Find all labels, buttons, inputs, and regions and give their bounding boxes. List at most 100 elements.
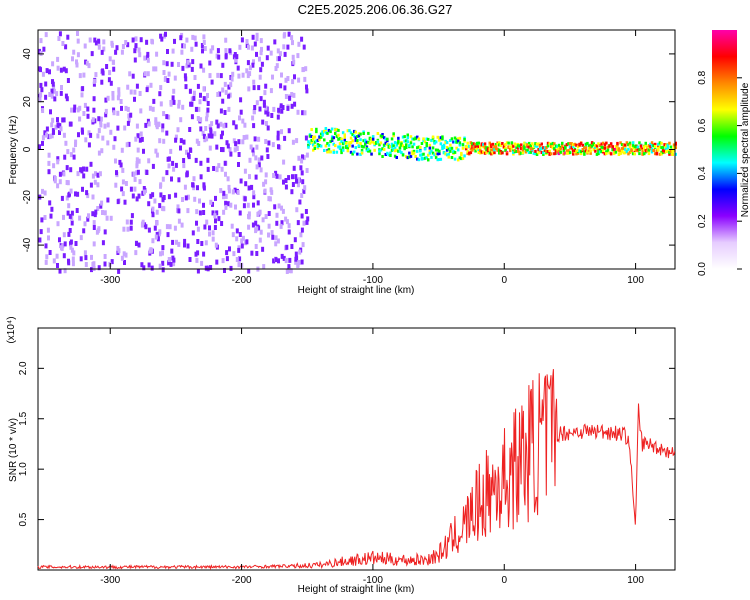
spectrogram-cell: [229, 151, 233, 157]
spectrogram-cell: [300, 36, 304, 42]
spectrogram-cell: [230, 76, 234, 82]
spectrogram-cell: [227, 84, 231, 90]
spectrogram-cell: [520, 151, 523, 155]
spectrogram-cell: [346, 149, 350, 153]
spectrogram-cell: [224, 200, 228, 206]
spectrogram-cell: [646, 145, 649, 149]
spectrogram-cell: [82, 228, 86, 234]
spectrogram-cell: [173, 38, 176, 44]
spectrogram-cell: [548, 152, 551, 156]
spectrogram-cell: [483, 151, 487, 155]
spectrogram-cell: [280, 72, 283, 78]
spectrogram-cell: [334, 132, 337, 135]
spectrogram-cell: [62, 232, 66, 238]
spectrogram-cell: [406, 140, 409, 144]
spectrogram-cell: [213, 131, 217, 137]
spectrogram-cell: [142, 148, 145, 154]
spectrogram-cell: [657, 148, 660, 152]
spectrogram-cell: [150, 265, 154, 271]
spectrogram-cell: [505, 141, 509, 145]
spectrogram-cell: [68, 228, 72, 233]
spectrogram-cell: [126, 120, 130, 126]
spectrogram-cell: [403, 135, 406, 139]
spectrogram-cell: [354, 136, 357, 140]
spectrogram-cell: [69, 244, 73, 250]
spectrogram-x-label: Height of straight line (km): [298, 285, 415, 296]
spectrogram-cell: [438, 138, 441, 142]
spectrogram-cell: [286, 76, 290, 81]
spectrogram-cell: [249, 144, 253, 150]
spectrogram-cell: [219, 108, 223, 114]
spectrogram-cell: [224, 204, 228, 210]
spectrogram-cell: [66, 180, 70, 186]
spectrogram-cell: [337, 128, 340, 132]
spectrogram-cell: [567, 149, 570, 153]
spectrogram-cell: [291, 139, 295, 145]
spectrogram-cell: [504, 143, 507, 146]
spectrogram-cell: [526, 143, 529, 147]
spectrogram-cell: [245, 239, 249, 245]
spectrogram-cell: [150, 247, 154, 253]
spectrogram-cell: [65, 96, 69, 102]
spectrogram-cell: [301, 179, 305, 185]
spectrogram-cell: [154, 66, 158, 72]
spectrogram-cell: [56, 56, 60, 62]
spectrogram-cell: [103, 210, 107, 216]
spectrogram-cell: [88, 37, 92, 43]
spectrogram-cell: [613, 148, 616, 151]
spectrogram-cell: [86, 216, 90, 222]
spectrogram-cell: [92, 107, 96, 113]
spectrogram-cell: [450, 156, 454, 159]
spectrogram-cell: [554, 151, 558, 155]
spectrogram-cell: [461, 156, 465, 160]
spectrogram-cell: [630, 148, 633, 152]
spectrogram-cell: [405, 146, 408, 149]
spectrogram-cell: [38, 66, 42, 72]
spectrogram-cell: [274, 257, 278, 263]
spectrogram-cell: [234, 204, 237, 210]
spectrogram-cell: [69, 239, 73, 245]
snr-y-ticks: 0.51.01.52.0: [18, 361, 675, 527]
spectrogram-cell: [447, 147, 450, 151]
spectrogram-cell: [611, 146, 614, 150]
spectrogram-cell: [280, 129, 283, 135]
spectrogram-cell: [237, 162, 240, 167]
spectrogram-cell: [423, 140, 427, 144]
spectrogram-cell: [293, 101, 297, 107]
spectrogram-cell: [441, 145, 444, 148]
spectrogram-cell: [445, 148, 449, 152]
spectrogram-cell: [228, 92, 232, 98]
spectrogram-cell: [395, 141, 398, 145]
spectrogram-cell: [356, 141, 359, 144]
spectrogram-cell: [54, 124, 58, 130]
spectrogram-cell: [453, 140, 457, 144]
spectrogram-cell: [397, 139, 400, 143]
spectrogram-cell: [382, 136, 386, 140]
spectrogram-cell: [652, 149, 655, 152]
spectrogram-cell: [70, 107, 74, 113]
spectrogram-cell: [643, 147, 646, 151]
spectrogram-cell: [264, 139, 268, 144]
spectrogram-cell: [479, 147, 482, 151]
spectrogram-cell: [338, 147, 342, 151]
spectrogram-cell: [48, 250, 52, 255]
spectrogram-cell: [420, 142, 424, 145]
spectrogram-cell: [193, 75, 197, 80]
spectrogram-cell: [483, 142, 487, 146]
spectrogram-cell: [501, 142, 504, 145]
spectrogram-cell: [211, 236, 215, 242]
spectrogram-cell: [205, 112, 209, 118]
spectrogram-cell: [191, 182, 195, 188]
spectrogram-cell: [47, 134, 51, 140]
spectrogram-cell: [587, 148, 591, 152]
spectrogram-cell: [665, 144, 668, 148]
spectrogram-cell: [354, 130, 357, 134]
spectrogram-cell: [158, 138, 162, 144]
spectrogram-cell: [550, 143, 553, 147]
spectrogram-cell: [67, 203, 71, 209]
spectrogram-cell: [447, 152, 450, 156]
spectrogram-cell: [559, 147, 562, 151]
spectrogram-cell: [250, 250, 254, 256]
spectrogram-cell: [485, 147, 488, 151]
spectrogram-cell: [409, 141, 413, 145]
